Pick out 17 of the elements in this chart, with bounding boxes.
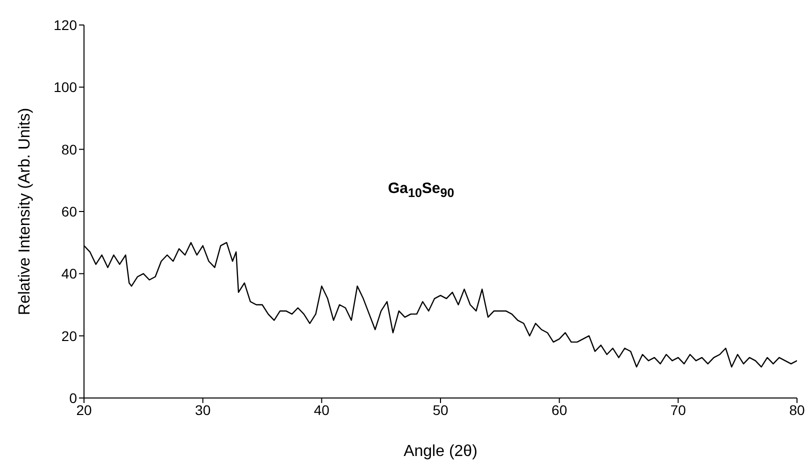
x-tick-label: 40 <box>314 402 330 418</box>
y-axis-title: Relative Intensity (Arb. Units) <box>16 108 34 316</box>
annotation: Ga$_{10}$Se$_{90}$ <box>388 180 454 200</box>
x-tick-label: 60 <box>552 402 568 418</box>
y-tick-label: 40 <box>61 266 78 282</box>
x-tick-label: 80 <box>789 402 805 418</box>
y-tick-label: 60 <box>61 203 78 220</box>
y-tick-label: 80 <box>61 141 78 158</box>
x-axis-title: Angle (2θ) <box>404 443 478 460</box>
x-tick-label: 70 <box>670 402 686 418</box>
y-tick-label: 20 <box>61 328 78 344</box>
x-tick-label: 50 <box>432 402 448 418</box>
y-tick-label: 100 <box>54 79 78 96</box>
x-tick-label: 30 <box>195 402 211 418</box>
x-tick-label: 20 <box>76 402 92 418</box>
y-tick-label: 120 <box>54 16 78 33</box>
y-tick-label: 0 <box>69 390 78 406</box>
